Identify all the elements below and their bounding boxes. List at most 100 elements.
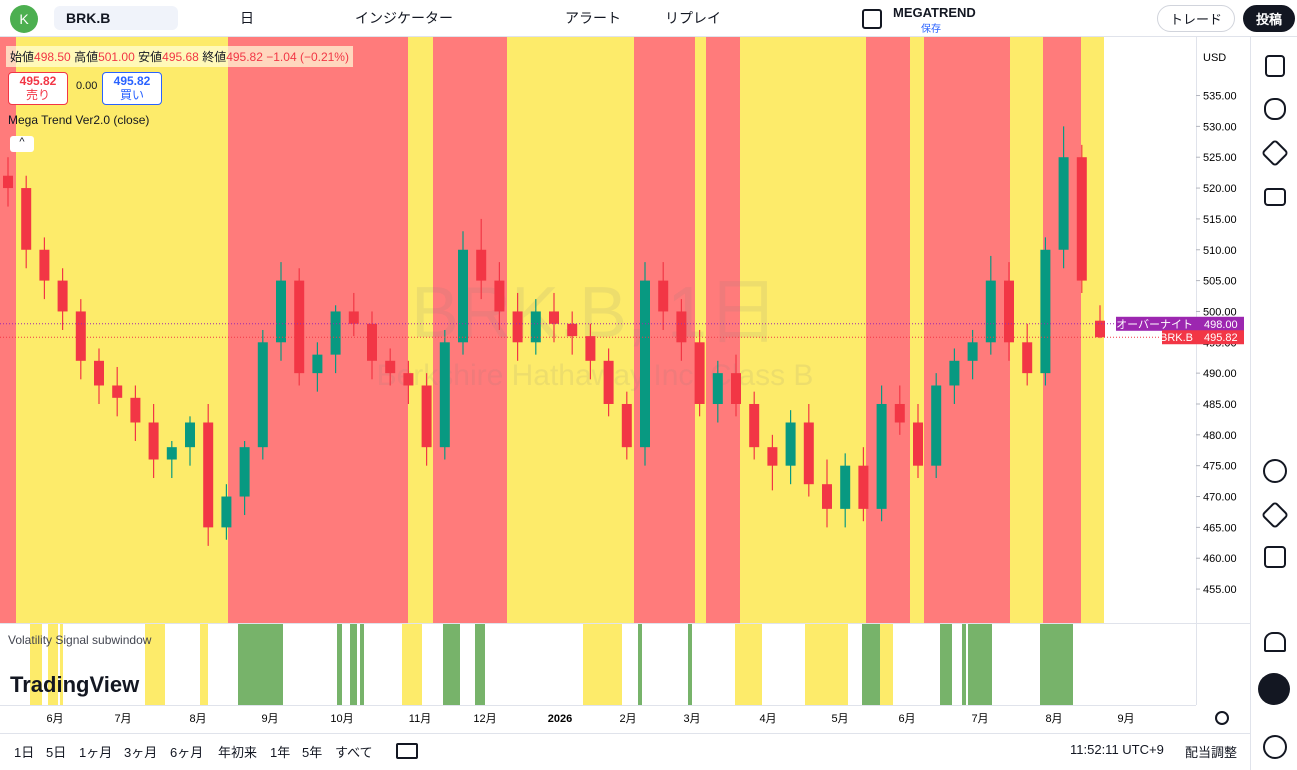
date-range-icon[interactable] [396,743,418,759]
candle-body [239,447,250,497]
range-button[interactable]: 5年 [302,745,323,760]
dividend-adjust[interactable]: 配当調整 [1185,745,1238,760]
target-icon[interactable] [1263,459,1287,483]
trend-band [408,37,433,623]
candle-body [549,311,559,324]
candle-body [767,447,778,466]
range-button[interactable]: 年初来 [218,745,258,760]
x-tick-label: 6月 [46,713,63,725]
x-tick-label: 2月 [619,713,636,725]
x-tick-label: 4月 [759,713,776,725]
notifications-icon[interactable] [1264,632,1286,652]
brand-logo: TradingView [10,672,140,697]
ohlc-value: 495.82 [226,50,263,64]
sell-button[interactable]: 495.82 売り [8,72,68,105]
candle-body [1004,280,1014,343]
trade-button[interactable]: トレード [1157,5,1236,32]
candle-body [585,336,596,361]
candle-body [1095,320,1105,338]
y-tick-label: 530.00 [1203,121,1237,133]
avatar[interactable]: K [10,5,38,33]
ohlc-value: 498.50 [34,50,71,64]
candle-body [385,360,396,374]
candle-body [348,311,359,324]
signal-block [200,624,208,705]
help-icon[interactable] [1263,735,1287,759]
signal-block [862,624,880,705]
ohlc-label: 終値 [202,50,227,64]
trend-band [695,37,706,623]
candle-body [694,342,705,404]
apps-button[interactable] [1258,673,1290,705]
range-button[interactable]: 1日 [14,745,35,760]
watchlist-icon[interactable] [1265,55,1285,77]
candle-body [257,342,268,448]
signal-block [337,624,342,705]
candle-body [967,342,978,361]
candle-body [1058,157,1069,250]
range-button[interactable]: すべて [335,745,373,760]
ohlc-value: 495.68 [162,50,199,64]
trend-band [910,37,924,623]
price-line-label: 498.00 [1204,319,1238,331]
candle-body [1040,249,1051,374]
x-tick-label: 5月 [831,713,848,725]
sell-price: 495.82 [19,74,57,88]
calendar-icon[interactable] [1264,546,1286,568]
alerts-icon[interactable] [1264,98,1286,120]
candle-body [203,422,214,528]
spread: 0.00 [76,80,98,92]
candle-body [276,280,286,343]
range-button[interactable]: 6ヶ月 [170,745,204,760]
candle-body [148,422,159,460]
layout-icon[interactable] [862,9,882,29]
x-tick-label: 3月 [683,713,700,725]
replay[interactable]: リプレイ [665,10,721,26]
symbol[interactable]: BRK.B [66,10,111,26]
candle-body [949,360,960,386]
layout-name[interactable]: MEGATREND [893,5,976,20]
ohlc-label: 高値 [74,50,99,64]
bottom-divider [0,733,1250,734]
range-button[interactable]: 5日 [46,745,67,760]
ohlc-label: 始値 [10,50,35,64]
interval[interactable]: 日 [240,10,254,26]
signal-block [60,624,63,705]
range-button[interactable]: 1年 [270,745,291,760]
signal-block [350,624,357,705]
buy-label: 買い [119,88,144,102]
candle-body [21,188,32,250]
collapse-button[interactable]: ^ [10,136,34,152]
right-sidebar [1250,37,1297,770]
chat-icon[interactable] [1264,188,1286,206]
signal-block [360,624,364,705]
price-line-name: BRK.B [1160,332,1193,344]
alert[interactable]: アラート [565,10,621,26]
candle-body [567,323,578,337]
y-tick-label: 455.00 [1203,584,1237,596]
signal-block [880,624,893,705]
publish-button[interactable]: 投稿 [1243,5,1296,32]
x-tick-label: 2026 [548,713,572,725]
range-button[interactable]: 3ヶ月 [124,745,158,760]
signal-block [962,624,966,705]
candle-body [75,311,86,361]
buy-button[interactable]: 495.82 買い [102,72,162,105]
candle-body [458,249,468,343]
symbol-box[interactable] [54,6,178,30]
indicator-name[interactable]: Mega Trend Ver2.0 (close) [8,113,150,127]
candle-body [876,403,887,509]
price-label-bg [1116,316,1244,331]
x-tick-label: 8月 [1045,713,1062,725]
range-button[interactable]: 1ヶ月 [79,745,113,760]
candle-body [840,465,851,509]
signal-block [145,624,165,705]
candle-body [749,403,760,448]
candle-body [3,175,13,189]
indicators[interactable]: インジケーター [355,10,453,26]
candle-body [476,249,487,281]
price-label-bg [1162,330,1244,345]
y-tick-label: 465.00 [1203,522,1237,534]
x-tick-label: 9月 [1117,713,1134,725]
